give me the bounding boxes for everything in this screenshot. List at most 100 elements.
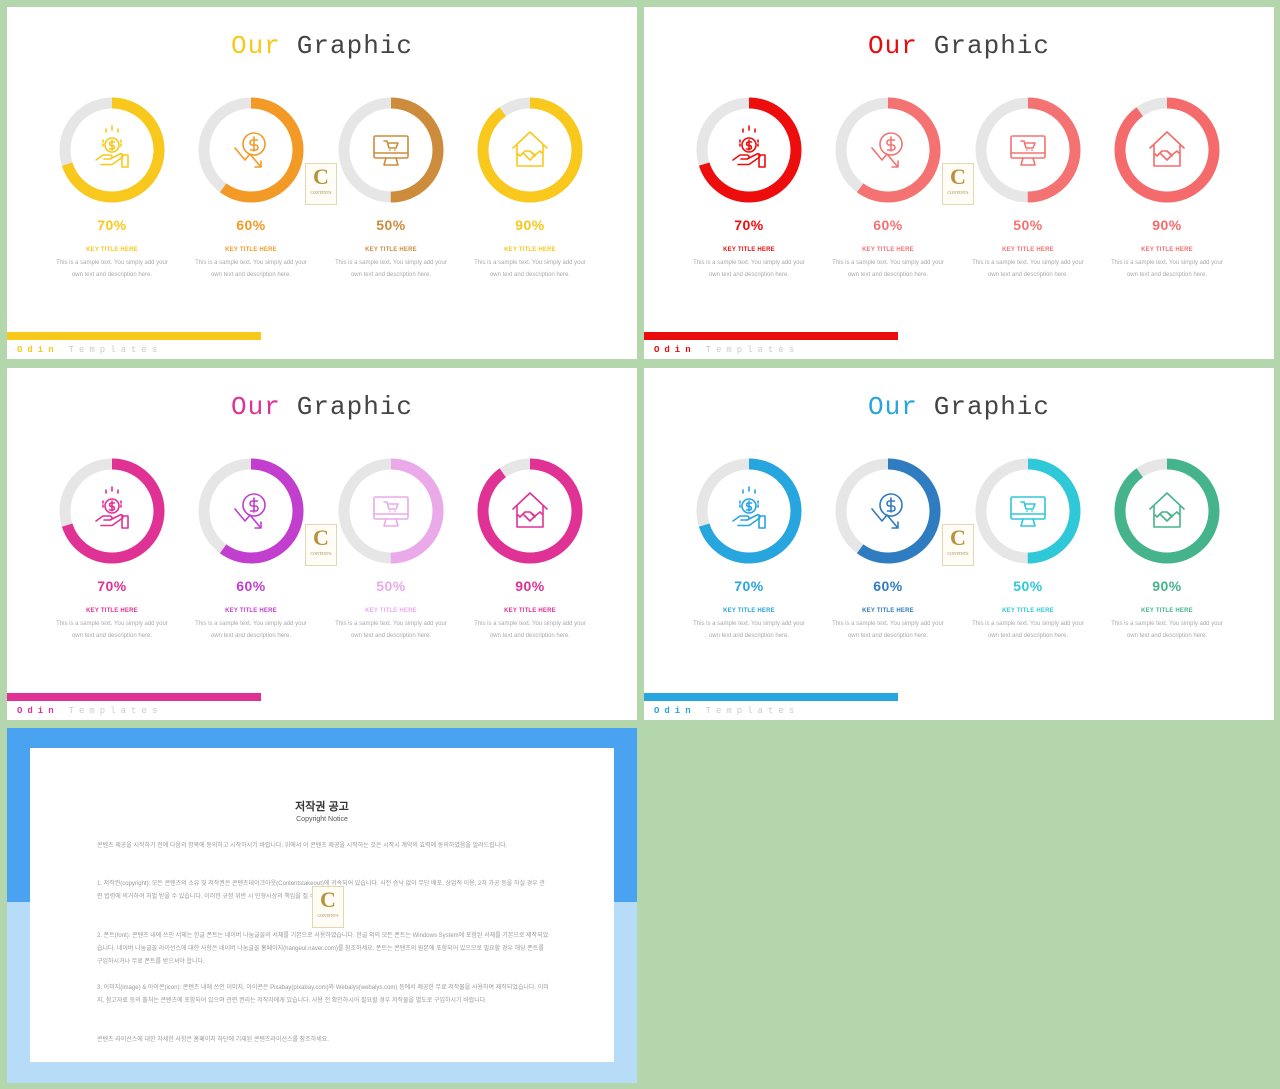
description-line: own text and description here. xyxy=(708,272,790,278)
description-line: own text and description here. xyxy=(987,272,1069,278)
percent-label: 50% xyxy=(1013,217,1043,233)
notice-paragraph: 콘텐츠 제공을 시작하기 전에 다음의 항목에 동의하고 시작하시기 바랍니다.… xyxy=(97,843,508,849)
key-title: KEY TITLE HERE xyxy=(86,608,138,614)
stamp-text: CONTENTS xyxy=(947,190,969,195)
progress-ring xyxy=(696,458,802,564)
accent-bar xyxy=(7,332,261,340)
key-title: KEY TITLE HERE xyxy=(365,247,417,253)
slide-title-accent: Our xyxy=(867,392,918,422)
percent-label: 70% xyxy=(734,217,764,233)
key-title: KEY TITLE HERE xyxy=(862,247,914,253)
ring-progress xyxy=(59,97,165,203)
percent-label: 90% xyxy=(1152,217,1182,233)
progress-ring xyxy=(835,97,941,203)
ring-progress xyxy=(835,97,941,203)
item-description: This is a sample text. You simply add yo… xyxy=(828,257,948,281)
stamp-letter: C xyxy=(950,525,966,550)
dollar-down-arrow-icon xyxy=(234,493,266,529)
percent-label: 60% xyxy=(236,578,266,594)
progress-ring-item: 70% KEY TITLE HERE This is a sample text. … xyxy=(689,95,809,281)
description-line: This is a sample text. You simply add yo… xyxy=(972,621,1084,627)
progress-ring xyxy=(477,458,583,564)
notice-title: 저작권 공고 xyxy=(295,801,349,813)
dollar-down-arrow-icon xyxy=(871,132,903,168)
ring-progress xyxy=(1114,458,1220,564)
brand-name: Odin xyxy=(17,706,59,716)
description-line: own text and description here. xyxy=(847,633,929,639)
item-description: This is a sample text. You simply add yo… xyxy=(470,257,590,281)
key-title: KEY TITLE HERE xyxy=(1141,608,1193,614)
monitor-cart-icon xyxy=(373,496,409,527)
description-line: This is a sample text. You simply add yo… xyxy=(195,621,307,627)
progress-ring-item: 70% KEY TITLE HERE This is a sample text. … xyxy=(52,95,172,281)
progress-ring-item: 70% KEY TITLE HERE This is a sample text. … xyxy=(52,456,172,642)
notice-paragraph: 3. 이미지(image) & 아이콘(icon): 콘텐츠 내에 쓰인 이미지… xyxy=(97,985,549,1004)
description-line: This is a sample text. You simply add yo… xyxy=(693,621,805,627)
brand-name: Odin xyxy=(654,706,696,716)
contents-stamp-logo: C CONTENTS xyxy=(312,886,344,928)
description-line: This is a sample text. You simply add yo… xyxy=(335,621,447,627)
description-line: own text and description here. xyxy=(350,633,432,639)
progress-ring-item: 70% KEY TITLE HERE This is a sample text. … xyxy=(689,456,809,642)
item-description: This is a sample text. You simply add yo… xyxy=(828,618,948,642)
progress-ring-item: 60% KEY TITLE HERE This is a sample text. … xyxy=(828,95,948,281)
key-title: KEY TITLE HERE xyxy=(723,608,775,614)
description-line: This is a sample text. You simply add yo… xyxy=(56,260,168,266)
progress-ring xyxy=(975,458,1081,564)
progress-ring xyxy=(59,97,165,203)
progress-ring xyxy=(975,97,1081,203)
description-line: own text and description here. xyxy=(708,633,790,639)
hand-coin-icon xyxy=(95,125,129,168)
brand-suffix: Templates xyxy=(705,706,800,716)
brand-footer: Odin Templates xyxy=(17,706,162,716)
hand-coin-icon xyxy=(732,125,766,168)
description-line: own text and description here. xyxy=(489,272,571,278)
contents-stamp-logo: C CONTENTS xyxy=(305,524,337,566)
dollar-down-arrow-icon xyxy=(871,493,903,529)
accent-bar xyxy=(644,693,898,701)
percent-label: 60% xyxy=(236,217,266,233)
description-line: own text and description here. xyxy=(489,633,571,639)
ring-progress xyxy=(338,458,444,564)
description-line: This is a sample text. You simply add yo… xyxy=(1111,621,1223,627)
key-title: KEY TITLE HERE xyxy=(504,247,556,253)
description-line: own text and description here. xyxy=(1126,272,1208,278)
notice-subtitle: Copyright Notice xyxy=(296,816,348,823)
graphic-slide: Our Graphic 70% KEY TITLE HERE This is a sam… xyxy=(644,368,1274,720)
progress-ring xyxy=(835,458,941,564)
item-description: This is a sample text. You simply add yo… xyxy=(331,257,451,281)
key-title: KEY TITLE HERE xyxy=(723,247,775,253)
progress-ring-item: 60% KEY TITLE HERE This is a sample text. … xyxy=(191,456,311,642)
brand-name: Odin xyxy=(654,345,696,355)
slide-title-rest: Graphic xyxy=(296,31,414,61)
progress-ring-item: 50% KEY TITLE HERE This is a sample text. … xyxy=(968,95,1088,281)
progress-ring xyxy=(338,458,444,564)
slide-title-rest: Graphic xyxy=(933,31,1051,61)
key-title: KEY TITLE HERE xyxy=(862,608,914,614)
description-line: This is a sample text. You simply add yo… xyxy=(832,260,944,266)
ring-progress xyxy=(975,97,1081,203)
percent-label: 70% xyxy=(734,578,764,594)
description-line: This is a sample text. You simply add yo… xyxy=(56,621,168,627)
description-line: This is a sample text. You simply add yo… xyxy=(335,260,447,266)
key-title: KEY TITLE HERE xyxy=(504,608,556,614)
item-description: This is a sample text. You simply add yo… xyxy=(52,257,172,281)
item-description: This is a sample text. You simply add yo… xyxy=(689,618,809,642)
percent-label: 90% xyxy=(515,578,545,594)
progress-ring-item: 50% KEY TITLE HERE This is a sample text. … xyxy=(331,456,451,642)
description-line: This is a sample text. You simply add yo… xyxy=(693,260,805,266)
stamp-text: CONTENTS xyxy=(310,551,332,556)
progress-ring-item: 50% KEY TITLE HERE This is a sample text. … xyxy=(968,456,1088,642)
item-description: This is a sample text. You simply add yo… xyxy=(191,257,311,281)
progress-ring-item: 50% KEY TITLE HERE This is a sample text. … xyxy=(331,95,451,281)
description-line: This is a sample text. You simply add yo… xyxy=(195,260,307,266)
description-line: own text and description here. xyxy=(847,272,929,278)
progress-ring-item: 90% KEY TITLE HERE This is a sample text. … xyxy=(1107,95,1227,281)
description-line: own text and description here. xyxy=(1126,633,1208,639)
ring-progress xyxy=(198,458,304,564)
ring-progress xyxy=(477,97,583,203)
copyright-notice-slide: 저작권 공고 Copyright Notice 콘텐츠 제공을 시작하기 전에 … xyxy=(7,728,637,1083)
key-title: KEY TITLE HERE xyxy=(1141,247,1193,253)
ring-progress xyxy=(59,458,165,564)
monitor-cart-icon xyxy=(1010,135,1046,166)
